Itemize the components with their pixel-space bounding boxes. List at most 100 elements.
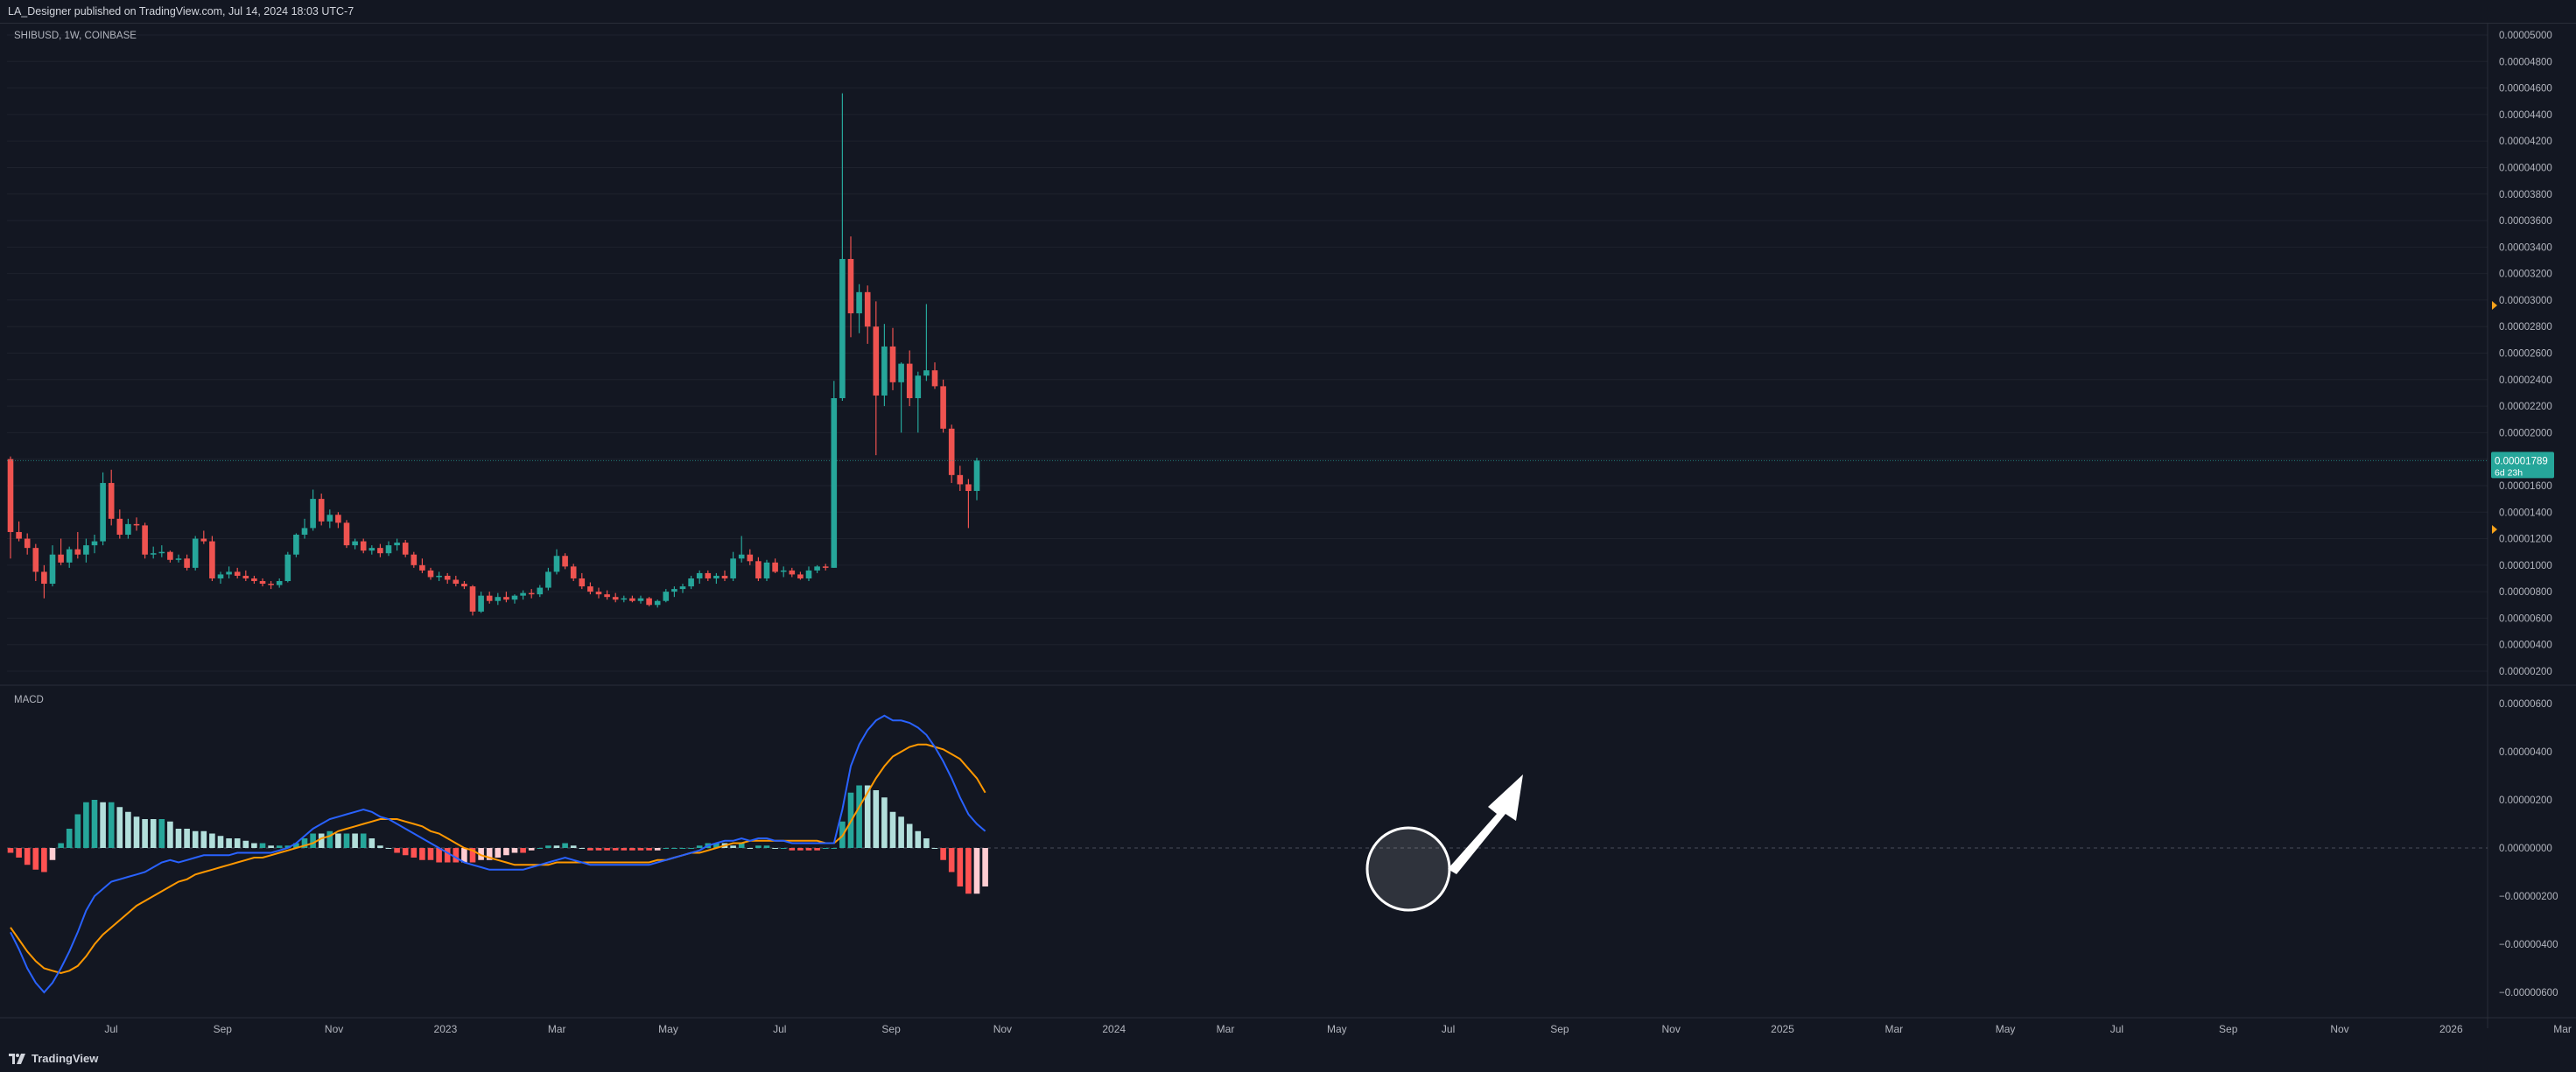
candle[interactable]: [696, 570, 703, 585]
candle[interactable]: [125, 518, 131, 539]
symbol-legend[interactable]: SHIBUSD, 1W, COINBASE: [14, 31, 137, 41]
price-pane[interactable]: [7, 93, 2488, 616]
candle[interactable]: [940, 379, 946, 433]
candle[interactable]: [74, 531, 81, 559]
candle[interactable]: [864, 285, 871, 344]
candle[interactable]: [520, 590, 526, 600]
candle[interactable]: [486, 592, 493, 604]
candle[interactable]: [923, 304, 930, 382]
candle[interactable]: [402, 540, 409, 557]
candle[interactable]: [654, 599, 661, 608]
candle[interactable]: [713, 572, 719, 585]
candle[interactable]: [738, 536, 745, 563]
candle[interactable]: [856, 284, 862, 333]
macd-legend[interactable]: MACD: [14, 695, 44, 705]
candle[interactable]: [906, 350, 913, 407]
candle[interactable]: [478, 592, 484, 613]
candle[interactable]: [133, 517, 140, 531]
candle[interactable]: [234, 567, 241, 578]
candle[interactable]: [948, 424, 955, 483]
candle[interactable]: [251, 575, 257, 585]
candle[interactable]: [444, 572, 451, 585]
candle[interactable]: [612, 592, 619, 603]
candle[interactable]: [957, 466, 964, 492]
candle[interactable]: [24, 533, 31, 555]
candle[interactable]: [763, 559, 770, 582]
candle[interactable]: [789, 567, 796, 578]
candle[interactable]: [377, 543, 383, 557]
candle[interactable]: [200, 530, 207, 544]
macd-pane[interactable]: [7, 714, 2488, 994]
candle[interactable]: [226, 566, 232, 578]
candle[interactable]: [545, 567, 551, 591]
candle[interactable]: [511, 594, 518, 604]
candle[interactable]: [881, 324, 888, 407]
candle[interactable]: [217, 571, 224, 585]
candle[interactable]: [259, 578, 266, 587]
candle[interactable]: [167, 550, 173, 563]
candle[interactable]: [579, 572, 586, 590]
candle[interactable]: [755, 557, 762, 582]
candle[interactable]: [495, 592, 502, 606]
candle[interactable]: [772, 558, 778, 573]
candle[interactable]: [49, 545, 56, 587]
candle[interactable]: [688, 575, 694, 590]
candle[interactable]: [453, 575, 460, 587]
candle[interactable]: [16, 521, 22, 542]
candle[interactable]: [570, 564, 577, 582]
candle[interactable]: [41, 564, 47, 599]
candle[interactable]: [276, 578, 283, 588]
candle[interactable]: [679, 584, 686, 593]
candle[interactable]: [142, 522, 148, 559]
candle[interactable]: [797, 571, 804, 580]
candle[interactable]: [436, 571, 442, 582]
candle[interactable]: [385, 541, 392, 557]
candle[interactable]: [469, 585, 476, 616]
candle[interactable]: [32, 543, 39, 582]
candle[interactable]: [604, 590, 610, 600]
candle[interactable]: [629, 595, 635, 603]
candle[interactable]: [562, 553, 568, 570]
candle[interactable]: [847, 236, 854, 338]
candle[interactable]: [326, 509, 333, 529]
candle[interactable]: [343, 520, 350, 549]
candle[interactable]: [91, 534, 98, 554]
candle[interactable]: [747, 549, 754, 565]
candle[interactable]: [209, 536, 215, 582]
candle[interactable]: [705, 570, 712, 582]
candle[interactable]: [822, 564, 829, 571]
candle[interactable]: [898, 362, 904, 433]
candle[interactable]: [730, 551, 736, 582]
candle[interactable]: [831, 381, 838, 568]
candle[interactable]: [419, 558, 425, 573]
candle[interactable]: [66, 546, 73, 568]
candle[interactable]: [553, 549, 560, 575]
candle[interactable]: [301, 518, 308, 539]
candle[interactable]: [873, 301, 880, 456]
candle[interactable]: [411, 551, 418, 568]
candle[interactable]: [915, 371, 922, 433]
candle[interactable]: [360, 538, 367, 554]
candle[interactable]: [780, 566, 787, 578]
candle[interactable]: [100, 472, 106, 546]
price-axis[interactable]: 0.00000200 0.00000400 0.00000600 0.00000800…: [2491, 31, 2554, 677]
candle[interactable]: [116, 509, 123, 539]
candle[interactable]: [158, 545, 165, 557]
candle[interactable]: [394, 538, 400, 551]
candle[interactable]: [637, 595, 644, 604]
candle[interactable]: [192, 536, 199, 571]
candle[interactable]: [335, 512, 341, 529]
candle[interactable]: [814, 564, 820, 573]
candle[interactable]: [503, 592, 509, 603]
candle[interactable]: [352, 538, 358, 550]
candle[interactable]: [284, 551, 291, 583]
candle[interactable]: [461, 581, 467, 590]
candle[interactable]: [83, 538, 89, 563]
candle[interactable]: [721, 570, 728, 582]
tradingview-logo[interactable]: TradingView: [9, 1052, 98, 1065]
candle[interactable]: [150, 546, 157, 559]
time-axis[interactable]: Jul Sep Nov 2023 Mar May Jul Sep Nov 2024 Mar May Ju…: [104, 1023, 2572, 1035]
candle[interactable]: [184, 554, 190, 571]
candle[interactable]: [7, 456, 14, 559]
